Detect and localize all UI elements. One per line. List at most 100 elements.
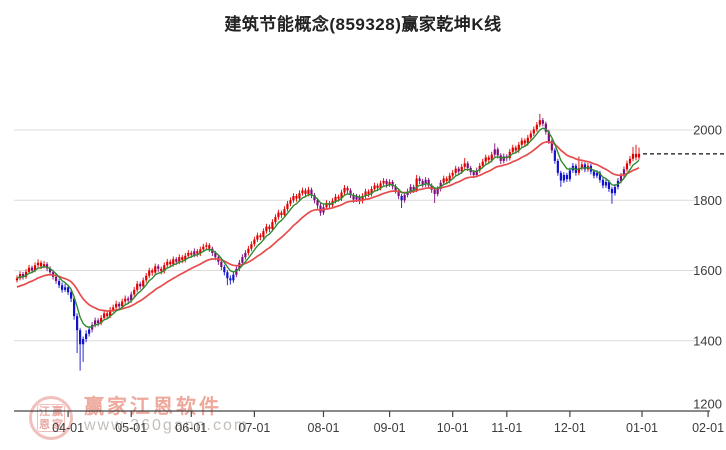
candle-body xyxy=(517,144,520,151)
candle-body xyxy=(94,320,97,325)
candle-body xyxy=(60,285,64,290)
candle-body xyxy=(45,264,49,269)
candle-body xyxy=(433,189,436,194)
candle-body xyxy=(559,172,562,181)
candle-body xyxy=(481,161,484,166)
candle-body xyxy=(457,168,460,172)
candle-body xyxy=(529,133,532,138)
candle-body xyxy=(66,287,70,293)
candle-body xyxy=(442,178,445,183)
candle-body xyxy=(367,191,370,194)
candle-body xyxy=(54,276,58,282)
candle-body xyxy=(346,187,349,191)
candle-body xyxy=(232,274,235,281)
candle-body xyxy=(82,338,85,345)
candle-body xyxy=(142,280,145,287)
candle-body xyxy=(493,149,496,155)
candle-body xyxy=(292,196,295,201)
candle-body xyxy=(568,170,571,180)
candle-body xyxy=(286,203,289,210)
candle-body xyxy=(154,266,157,273)
candle-body xyxy=(352,194,355,200)
candle-body xyxy=(190,252,193,255)
candle-body xyxy=(97,320,100,324)
candle-body xyxy=(400,196,403,201)
candle-body xyxy=(33,265,37,271)
candle-body xyxy=(15,278,19,281)
candle-body xyxy=(490,154,493,160)
candle-body xyxy=(169,261,172,265)
candle-body xyxy=(394,186,397,191)
candle-body xyxy=(208,245,211,249)
candle-body xyxy=(448,175,451,181)
candle-body xyxy=(325,203,328,208)
candle-body xyxy=(298,193,301,199)
candle-body xyxy=(316,200,319,206)
ma-line-ma-short xyxy=(16,127,640,328)
candle-body xyxy=(598,172,602,180)
candle-body xyxy=(613,186,617,194)
candle-body xyxy=(418,178,421,181)
candle-body xyxy=(229,278,232,281)
candle-body xyxy=(226,272,229,279)
candle-body xyxy=(18,274,22,279)
candle-body xyxy=(304,190,307,194)
candle-body xyxy=(256,235,259,240)
candle-body xyxy=(358,196,361,201)
candle-body xyxy=(39,262,43,267)
candle-body xyxy=(556,160,559,173)
candle-body xyxy=(388,181,391,185)
candle-body xyxy=(409,186,412,192)
x-axis-label: 04-01 xyxy=(52,421,84,435)
candle-body xyxy=(178,257,181,262)
candle-body xyxy=(415,178,418,190)
candle-body xyxy=(334,196,337,201)
candle-body xyxy=(637,153,641,158)
candle-body xyxy=(343,187,346,193)
candle-body xyxy=(69,292,73,299)
candle-body xyxy=(48,268,52,273)
candle-body xyxy=(109,309,112,317)
candle-body xyxy=(619,175,623,181)
candle-body xyxy=(196,251,199,254)
candle-body xyxy=(337,196,340,199)
candle-body xyxy=(193,251,196,255)
y-axis-label: 1800 xyxy=(693,193,722,208)
candle-body xyxy=(106,313,109,317)
candle-body xyxy=(268,226,271,230)
candle-body xyxy=(532,129,535,134)
candle-body xyxy=(454,168,457,173)
candle-body xyxy=(460,166,463,172)
candle-body xyxy=(361,196,364,201)
x-axis-label: 07-01 xyxy=(238,421,270,435)
candle-body xyxy=(487,157,490,160)
candle-body xyxy=(502,156,505,161)
x-axis-label: 05-01 xyxy=(115,421,147,435)
candle-body xyxy=(631,153,635,159)
candle-body xyxy=(241,257,244,263)
candle-body xyxy=(163,265,166,272)
candle-body xyxy=(373,185,376,190)
candle-body xyxy=(382,180,385,184)
candle-body xyxy=(601,179,605,186)
candle-body xyxy=(538,120,541,125)
candle-body xyxy=(511,147,514,152)
candle-body xyxy=(340,192,343,199)
candle-body xyxy=(397,190,400,197)
candle-body xyxy=(403,194,406,201)
candle-body xyxy=(607,181,611,190)
candle-body xyxy=(181,257,184,260)
candle-body xyxy=(265,226,268,232)
candle-body xyxy=(625,163,629,170)
candle-body xyxy=(148,270,151,276)
candle-body xyxy=(262,231,265,238)
candle-body xyxy=(496,149,499,156)
candle-body xyxy=(274,217,277,223)
candle-body xyxy=(376,185,379,188)
candle-body xyxy=(319,205,322,213)
candle-body xyxy=(355,196,358,200)
candle-body xyxy=(412,186,415,190)
candle-body xyxy=(544,123,547,132)
candle-body xyxy=(535,124,538,130)
